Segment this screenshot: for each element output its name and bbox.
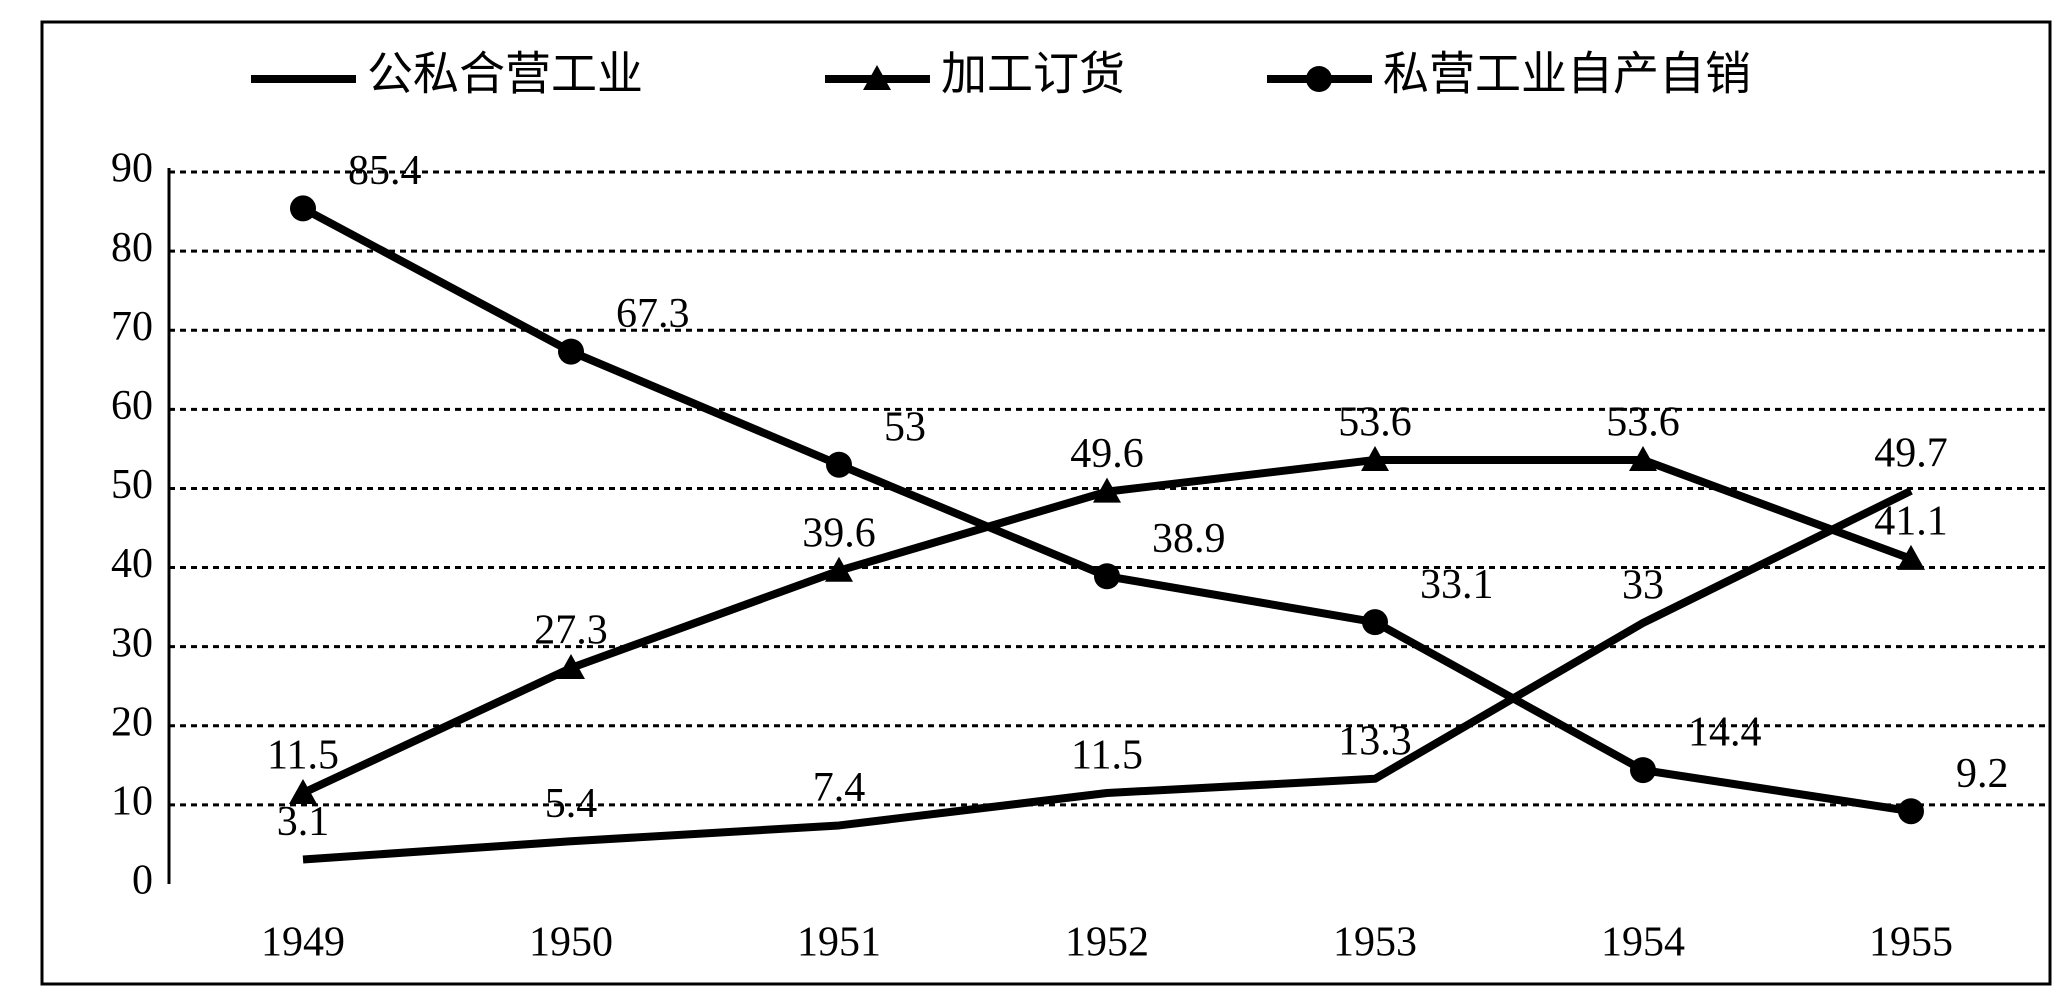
x-tick-label: 1952 [1065,920,1149,966]
x-tick-label: 1951 [797,920,881,966]
data-label: 38.9 [1152,516,1226,562]
y-tick-label: 0 [132,858,153,904]
point [1630,757,1656,784]
data-label: 53 [884,404,926,450]
y-tick-label: 60 [111,383,153,429]
data-label: 49.6 [1070,431,1144,477]
data-label: 9.2 [1956,751,2009,797]
data-label: 49.7 [1874,430,1948,476]
data-label: 11.5 [1071,733,1143,779]
y-tick-label: 40 [111,541,153,587]
data-label: 7.4 [813,765,866,811]
y-tick-label: 70 [111,304,153,350]
data-label: 53.6 [1606,400,1680,446]
point [1362,609,1388,636]
series-line [302,487,1913,864]
point [1629,445,1657,471]
y-tick-label: 30 [111,620,153,666]
data-label: 33 [1622,563,1664,609]
legend-label: 私营工业自产自销 [1383,49,1751,100]
y-tick-label: 50 [111,462,153,508]
legend-label: 公私合营工业 [367,49,643,100]
data-label: 27.3 [534,608,608,654]
legend-label: 加工订货 [941,49,1125,100]
data-label: 41.1 [1874,498,1948,544]
x-tick-label: 1954 [1601,920,1685,966]
y-tick-label: 80 [111,225,153,271]
point [290,195,316,222]
point [557,654,585,680]
data-label: 13.3 [1338,718,1412,764]
y-tick-label: 90 [111,146,153,192]
point [289,779,317,805]
data-label: 5.4 [545,781,598,827]
data-label: 67.3 [616,291,690,337]
data-label: 85.4 [348,148,422,194]
point [558,338,584,365]
point [826,451,852,478]
x-tick-label: 1950 [529,920,613,966]
point [1898,798,1924,825]
x-tick-label: 1949 [261,920,345,966]
point [1361,445,1389,471]
point [863,65,891,90]
chart-border [40,20,2052,986]
point [1897,544,1925,570]
point [1094,563,1120,590]
data-label: 39.6 [802,510,876,556]
x-tick-label: 1955 [1869,920,1953,966]
y-tick-label: 20 [111,699,153,745]
x-tick-label: 1953 [1333,920,1417,966]
data-label: 3.1 [277,799,330,845]
point [825,556,853,582]
legend: 公私合营工业 加工订货 私营工业自产自销 [251,49,1751,100]
data-label: 11.5 [267,733,339,779]
data-label: 53.6 [1338,400,1412,446]
data-label: 33.1 [1420,562,1494,608]
y-tick-label: 10 [111,779,153,825]
data-label: 14.4 [1688,710,1762,756]
point [1306,66,1332,92]
point [1093,477,1121,503]
